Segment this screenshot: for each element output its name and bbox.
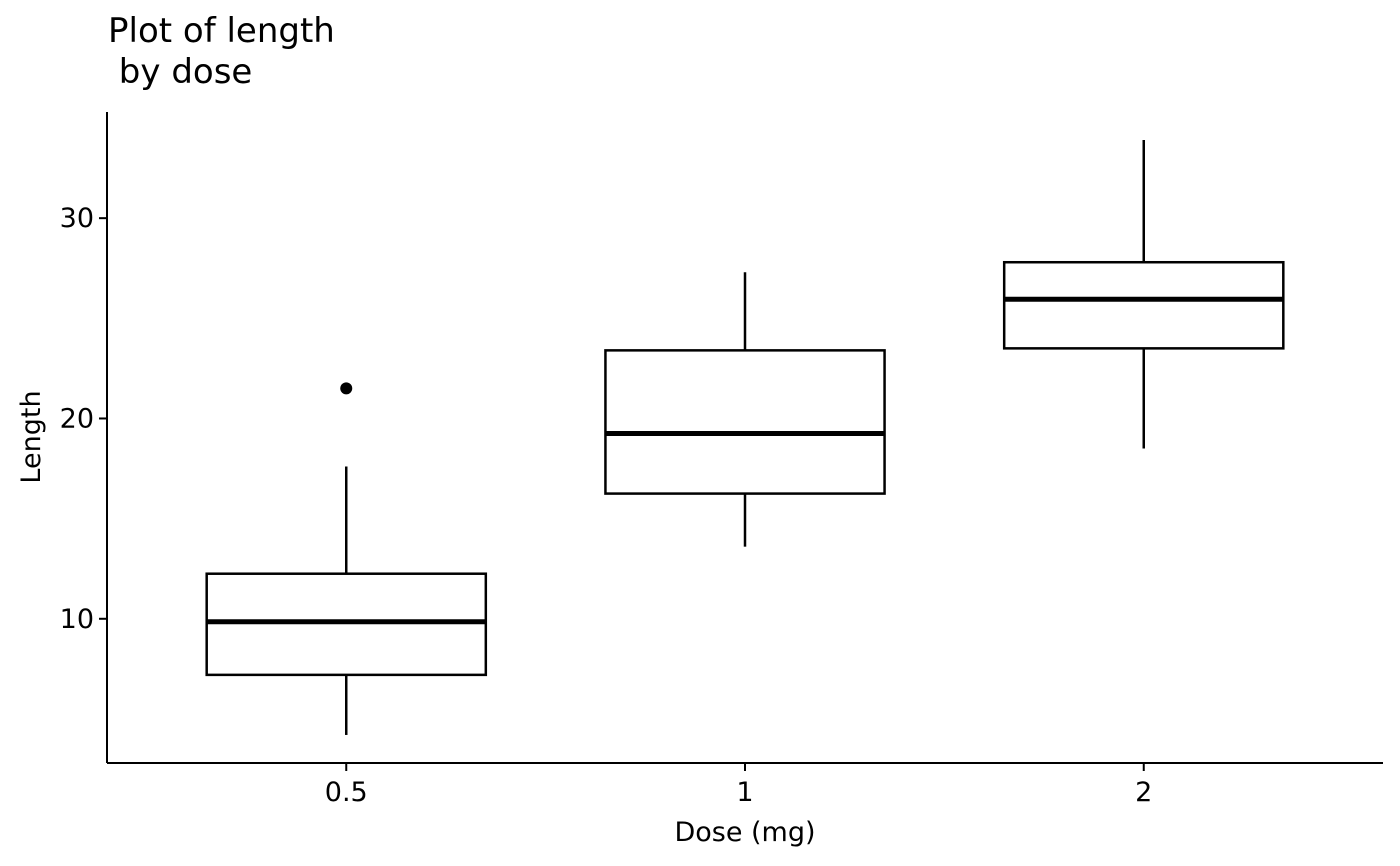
x-tick-label: 0.5 bbox=[325, 777, 368, 808]
box-2 bbox=[1002, 140, 1285, 449]
iqr-box bbox=[205, 572, 488, 677]
y-tick-label: 10 bbox=[60, 604, 94, 635]
iqr-box bbox=[1002, 260, 1285, 350]
chart-title-line-1: Plot of length bbox=[108, 11, 335, 51]
chart-title-line-2: by dose bbox=[108, 52, 252, 92]
y-axis-label: Length bbox=[16, 390, 47, 483]
x-tick-label: 2 bbox=[1135, 777, 1152, 808]
y-tick-label: 30 bbox=[60, 203, 94, 234]
y-ticks: 10 20 30 bbox=[60, 203, 107, 635]
box-0.5 bbox=[205, 382, 488, 735]
x-ticks: 0.5 1 2 bbox=[325, 763, 1152, 808]
x-tick-label: 1 bbox=[736, 777, 753, 808]
box-1 bbox=[604, 272, 886, 547]
outlier-point bbox=[340, 382, 353, 395]
x-axis-label: Dose (mg) bbox=[674, 817, 815, 848]
iqr-box bbox=[604, 349, 886, 495]
box-series bbox=[205, 140, 1285, 735]
y-tick-label: 20 bbox=[60, 403, 94, 434]
